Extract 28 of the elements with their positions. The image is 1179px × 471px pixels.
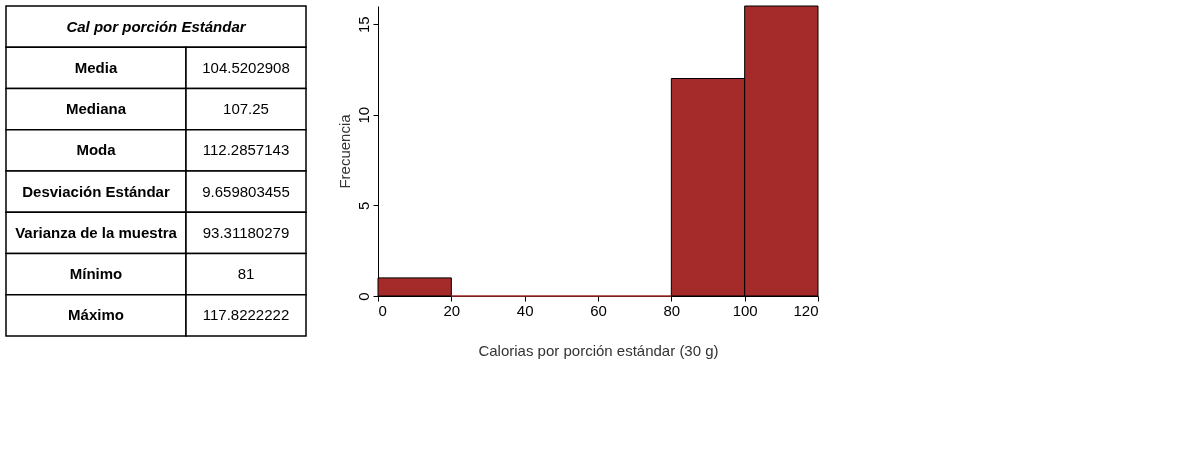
y-axis-title: Frecuencia bbox=[335, 113, 353, 189]
text: Mediana bbox=[65, 100, 127, 118]
text: Mínimo bbox=[69, 265, 123, 283]
x-tick-label: 0 bbox=[378, 301, 387, 319]
x-tick-label: 80 bbox=[663, 301, 681, 319]
y-tick-label: 10 bbox=[354, 106, 372, 124]
text: Media bbox=[74, 58, 118, 76]
x-tick-label: 40 bbox=[516, 301, 534, 319]
x-axis-title: Calorias por porción estándar (30 g) bbox=[478, 341, 719, 359]
text: Máximo bbox=[68, 306, 124, 324]
y-tick-label: 15 bbox=[354, 16, 372, 33]
x-tick-label: 120 bbox=[793, 301, 819, 319]
text: 112.2857143 bbox=[202, 141, 290, 159]
y-tick-label: 0 bbox=[354, 292, 372, 301]
y-tick-label: 5 bbox=[354, 201, 372, 211]
x-tick-label: 100 bbox=[732, 301, 758, 319]
text: Cal por porción Estándar bbox=[66, 17, 247, 35]
text: 107.25 bbox=[223, 100, 269, 118]
text: 93.31180279 bbox=[202, 223, 290, 241]
text: Varianza de la muestra bbox=[15, 223, 178, 241]
x-tick-label: 60 bbox=[590, 301, 607, 319]
text: 9.659803455 bbox=[202, 182, 290, 200]
text: 117.8222222 bbox=[202, 306, 290, 324]
x-tick-label: 20 bbox=[443, 301, 461, 319]
text: 81 bbox=[237, 265, 255, 283]
text: Moda bbox=[76, 141, 117, 159]
text: 104.5202908 bbox=[202, 58, 290, 76]
text: Desviación Estándar bbox=[22, 182, 170, 200]
